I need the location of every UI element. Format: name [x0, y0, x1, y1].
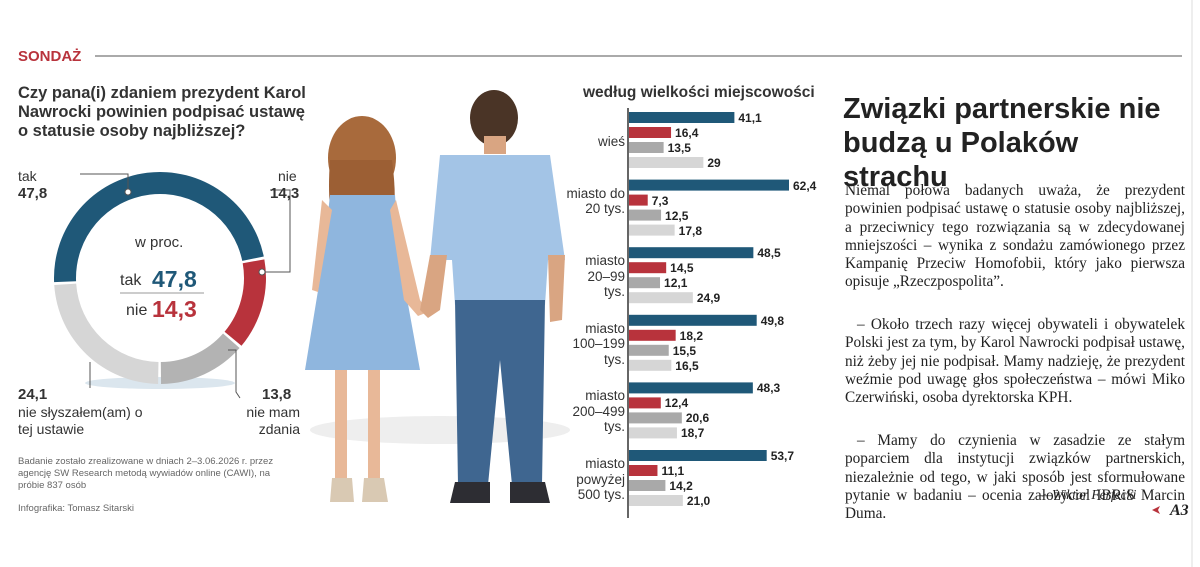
bar: [629, 359, 672, 371]
bar-value-label: 62,4: [793, 178, 817, 193]
bar-value-label: 18,7: [680, 426, 705, 441]
bar: [629, 262, 667, 274]
bar: [629, 179, 789, 191]
connector: [262, 189, 291, 273]
category-label: nie mam zdania: [246, 404, 300, 437]
bar-value-label: 48,5: [757, 246, 781, 261]
category-label: miasto powyżej 500 tys.: [576, 456, 625, 502]
illustration: [85, 90, 570, 503]
bar-value-label: 24,9: [696, 291, 721, 306]
category-label: nie słyszałem(am) o tej ustawie: [18, 404, 143, 437]
bar-value-label: 14,2: [669, 479, 693, 493]
author: —Wiktor Ferfecki: [1040, 487, 1137, 502]
article-paragraph: Niemal połowa badanych uważa, że prezyde…: [845, 182, 1185, 291]
bar: [629, 397, 661, 409]
bar: [629, 382, 753, 394]
bar-value-label: 53,7: [770, 449, 795, 463]
bar-value-label: 41,1: [738, 111, 762, 125]
center-category: nie: [126, 302, 148, 319]
arrow-icon: [1152, 506, 1160, 514]
article-title: Związki partnerskie nie budzą u Polaków …: [843, 93, 1161, 193]
bar: [629, 277, 661, 289]
bar-value-label: 13,5: [667, 141, 691, 155]
category-label: wieś: [597, 134, 625, 149]
bar-value-label: 21,0: [686, 494, 711, 508]
bar: [629, 344, 669, 356]
bar: [629, 127, 672, 138]
footnote: Badanie zostało zrealizowane w dniach 2–…: [18, 456, 274, 491]
bar: [629, 329, 676, 341]
bar-value-label: 16,4: [675, 126, 699, 140]
donut-segment: [160, 333, 240, 384]
connector-dot: [258, 268, 266, 276]
bar-value-label: 12,1: [664, 276, 688, 291]
bar-value-label: 11,1: [661, 464, 685, 478]
bar-value-label: 49,8: [760, 313, 785, 328]
page-ref: A3: [1170, 502, 1189, 519]
connector: [80, 173, 129, 192]
article-paragraph: – Około trzech razy więcej obywateli i o…: [845, 316, 1185, 407]
bar-value-label: 7,3: [651, 193, 669, 208]
category-label: tak: [18, 168, 37, 184]
category-label: miasto do 20 tys.: [566, 185, 625, 217]
bar: [629, 314, 757, 326]
bar: [629, 157, 704, 168]
bar: [629, 112, 735, 123]
category-label: nie: [278, 168, 297, 184]
bar-value-label: 15,5: [672, 343, 697, 358]
bar: [629, 427, 677, 439]
credit: Infografika: Tomasz Sitarski: [18, 503, 134, 514]
donut-segment: [224, 259, 266, 346]
value-label: 47,8: [18, 185, 48, 202]
bar-value-label: 16,5: [675, 358, 699, 373]
section-label: SONDAŻ: [18, 48, 82, 65]
bar: [629, 209, 662, 221]
bar-value-label: 48,3: [756, 381, 781, 396]
bar-value-label: 17,8: [678, 223, 702, 238]
donut-segment: [54, 172, 264, 283]
category-label: miasto 200–499 tys.: [572, 388, 625, 435]
center-value: 47,8: [152, 266, 197, 292]
bar-value-label: 18,2: [679, 328, 704, 343]
bar-value-label: 12,4: [664, 396, 689, 411]
bar: [629, 247, 754, 259]
bar: [629, 292, 693, 304]
center-value: 14,3: [152, 296, 197, 322]
bar: [629, 450, 767, 461]
center-category: tak: [120, 272, 142, 289]
bar-value-label: 12,5: [665, 208, 689, 223]
value-label: 13,8: [262, 386, 292, 403]
article-paragraph: – Mamy do czynienia w zasadzie ze stałym…: [845, 432, 1185, 523]
bar: [629, 142, 664, 153]
bar: [629, 412, 682, 424]
bar: [629, 465, 658, 476]
bar: [629, 480, 666, 491]
connector-dot: [124, 188, 132, 196]
bar: [629, 194, 648, 206]
bar-value-label: 14,5: [670, 261, 694, 276]
question: Czy pana(i) zdaniem prezydent Karol Nawr…: [18, 84, 306, 140]
value-label: 24,1: [18, 386, 48, 403]
category-label: miasto 20–99 tys.: [585, 253, 625, 300]
connector: [228, 349, 241, 399]
donut-segment: [54, 283, 159, 384]
bar: [629, 224, 675, 236]
bar-chart-title: według wielkości miejscowości: [583, 84, 815, 101]
value-label: 14,3: [270, 185, 300, 202]
bar: [629, 495, 683, 506]
bar-value-label: 20,6: [685, 411, 710, 426]
bar-value-label: 29: [707, 156, 721, 170]
donut-subtitle: w proc.: [135, 234, 184, 251]
category-label: miasto 100–199 tys.: [572, 320, 625, 367]
